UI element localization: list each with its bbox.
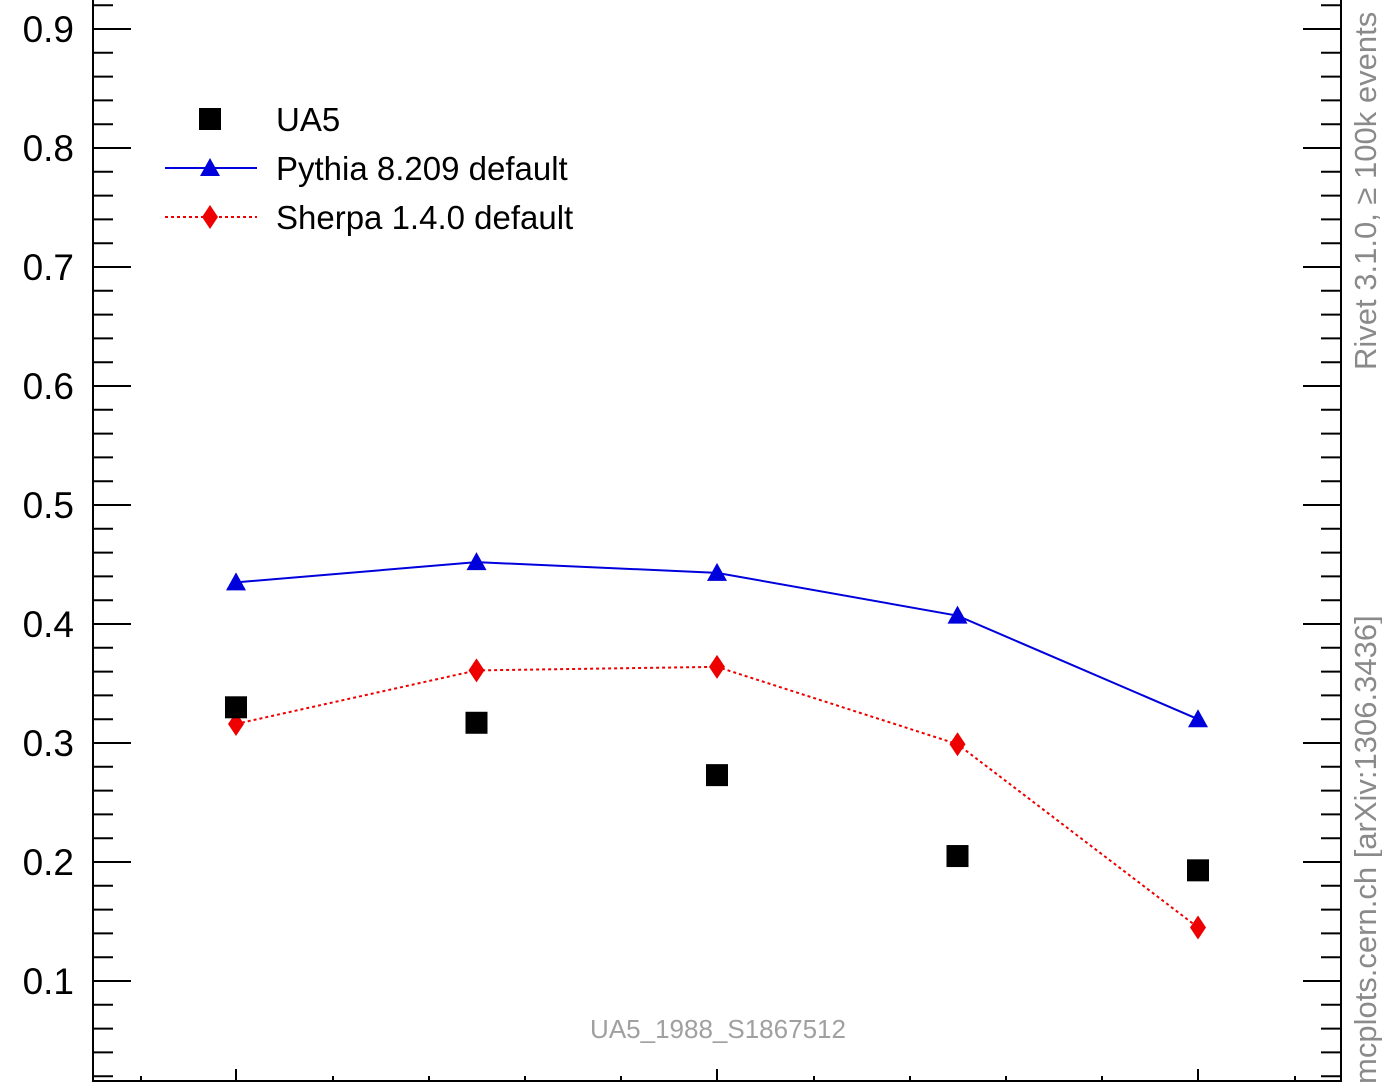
legend-label: Pythia 8.209 default — [276, 150, 568, 187]
legend-marker — [202, 205, 218, 229]
data-point — [226, 572, 246, 591]
y-tick-label: 0.7 — [23, 247, 74, 288]
data-point — [1190, 915, 1206, 940]
data-point — [706, 764, 728, 787]
y-tick-label: 0.9 — [23, 9, 74, 50]
data-point — [946, 845, 969, 868]
legend-marker — [200, 158, 220, 176]
y-tick-label: 0.1 — [23, 961, 74, 1002]
y-tick-label: 0.4 — [23, 604, 74, 645]
data-point — [709, 654, 725, 679]
series-line — [235, 665, 1199, 929]
mcplots-source-label: mcplots.cern.ch [arXiv:1306.3436] — [1348, 615, 1382, 1084]
rivet-version-label: Rivet 3.1.0, ≥ 100k events — [1348, 12, 1382, 370]
series-pythia-8-209-default — [226, 552, 1208, 728]
y-tick-label: 0.6 — [23, 366, 74, 407]
analysis-watermark: UA5_1988_S1867512 — [590, 1014, 846, 1044]
series-layer — [225, 552, 1209, 940]
legend-label: UA5 — [276, 101, 340, 138]
series-line — [235, 561, 1199, 721]
legend-marker — [199, 108, 221, 130]
data-point — [466, 552, 487, 571]
data-point — [707, 562, 727, 581]
y-tick-label: 0.8 — [23, 128, 74, 169]
x-axis-ticks — [140, 1069, 1296, 1081]
legend-label: Sherpa 1.4.0 default — [276, 199, 573, 236]
y-axis-ticks — [93, 4, 1341, 1078]
legend: UA5 Pythia 8.209 default Sherpa 1.4.0 defa… — [165, 101, 573, 236]
y-tick-label: 0.3 — [23, 723, 74, 764]
data-point — [947, 605, 968, 624]
data-point — [1187, 859, 1209, 882]
series-ua5 — [225, 696, 1209, 882]
data-point — [468, 658, 485, 683]
y-axis-tick-labels: 0.1 0.2 0.3 0.4 0.5 0.6 0.7 0.8 0.9 — [23, 9, 74, 1002]
series-sherpa-1-4-0-default — [228, 654, 1206, 940]
data-point — [949, 732, 966, 757]
data-point — [225, 696, 247, 719]
y-tick-label: 0.5 — [23, 485, 74, 526]
data-point — [465, 711, 488, 734]
y-tick-label: 0.2 — [23, 842, 74, 883]
data-point — [1188, 709, 1208, 728]
